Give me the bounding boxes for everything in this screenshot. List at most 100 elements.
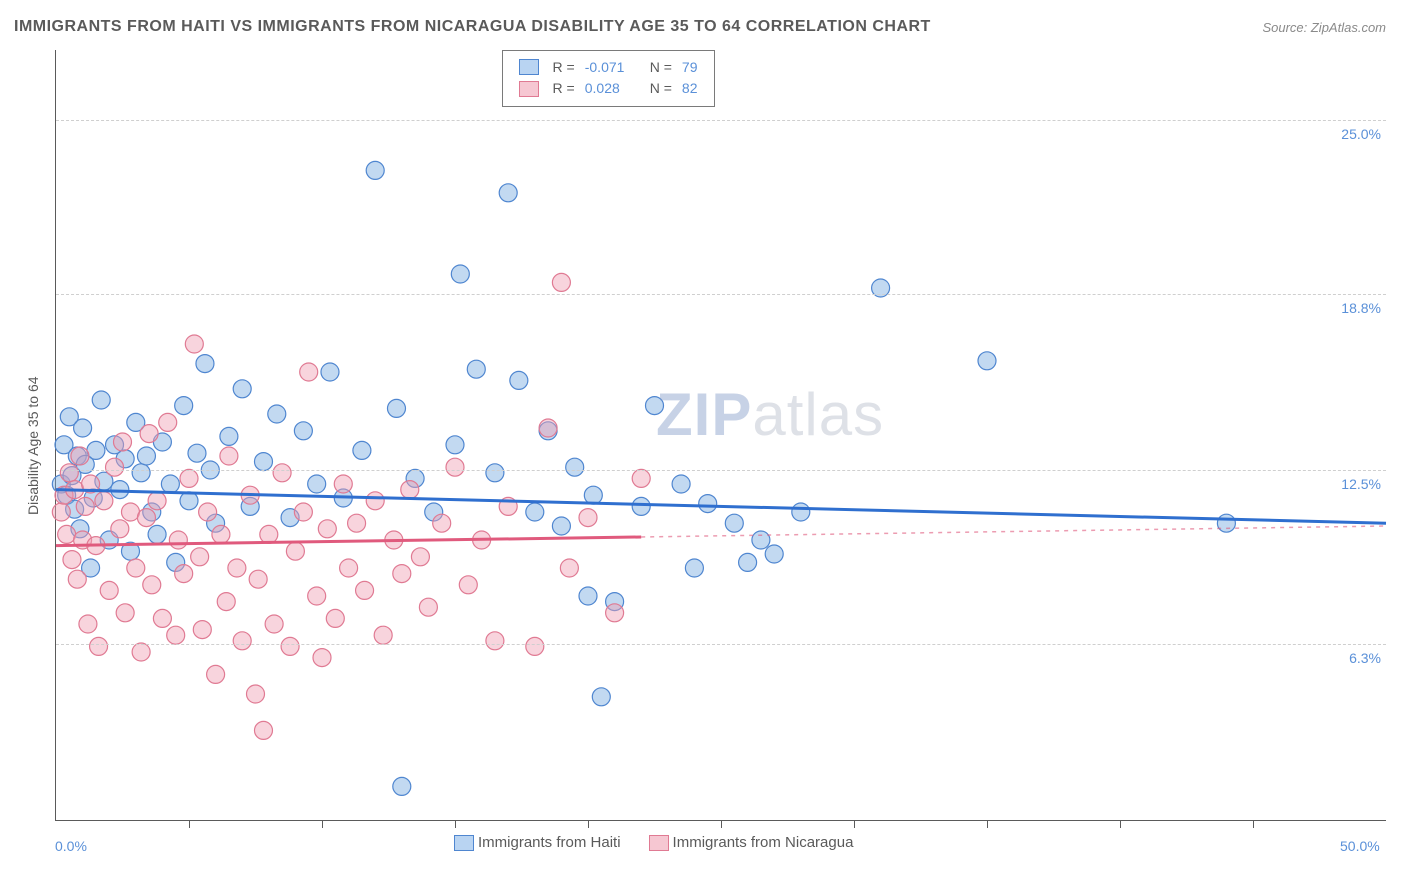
data-point xyxy=(265,615,283,633)
data-point xyxy=(499,184,517,202)
data-point xyxy=(137,509,155,527)
data-point xyxy=(411,548,429,566)
data-point xyxy=(308,587,326,605)
data-point xyxy=(374,626,392,644)
gridline xyxy=(56,120,1386,121)
data-point xyxy=(286,542,304,560)
data-point xyxy=(140,425,158,443)
data-point xyxy=(95,492,113,510)
data-point xyxy=(148,525,166,543)
data-point xyxy=(247,685,265,703)
data-point xyxy=(63,551,81,569)
data-point xyxy=(646,397,664,415)
y-tick-label: 12.5% xyxy=(1326,476,1381,492)
data-point xyxy=(446,458,464,476)
data-point xyxy=(169,531,187,549)
data-point xyxy=(419,598,437,616)
data-point xyxy=(308,475,326,493)
chart-title: IMMIGRANTS FROM HAITI VS IMMIGRANTS FROM… xyxy=(14,18,931,36)
data-point xyxy=(739,553,757,571)
data-point xyxy=(326,609,344,627)
data-point xyxy=(233,632,251,650)
x-tick-mark xyxy=(854,820,855,828)
data-point xyxy=(978,352,996,370)
legend-item: Immigrants from Haiti xyxy=(454,834,621,851)
data-point xyxy=(300,363,318,381)
data-point xyxy=(90,637,108,655)
legend-n-label: N = xyxy=(646,57,676,76)
data-point xyxy=(199,503,217,521)
legend-swatch xyxy=(519,81,539,97)
data-point xyxy=(233,380,251,398)
data-point xyxy=(106,458,124,476)
data-point xyxy=(486,632,504,650)
x-tick-mark xyxy=(322,820,323,828)
data-point xyxy=(356,581,374,599)
data-point xyxy=(446,436,464,454)
data-point xyxy=(116,604,134,622)
data-point xyxy=(254,721,272,739)
trend-line xyxy=(56,537,641,546)
data-point xyxy=(212,525,230,543)
data-point xyxy=(132,464,150,482)
data-point xyxy=(348,514,366,532)
data-point xyxy=(71,447,89,465)
legend-series: Immigrants from Haiti Immigrants from Nic… xyxy=(454,834,881,851)
x-tick-mark xyxy=(721,820,722,828)
data-point xyxy=(137,447,155,465)
data-point xyxy=(552,273,570,291)
y-axis-label: Disability Age 35 to 64 xyxy=(25,376,41,515)
data-point xyxy=(159,413,177,431)
x-tick-mark xyxy=(987,820,988,828)
data-point xyxy=(87,441,105,459)
data-point xyxy=(467,360,485,378)
x-tick-mark xyxy=(588,820,589,828)
data-point xyxy=(217,593,235,611)
data-point xyxy=(632,469,650,487)
data-point xyxy=(228,559,246,577)
data-point xyxy=(765,545,783,563)
legend-swatch xyxy=(454,835,474,851)
legend-row: R = 0.028N =82 xyxy=(515,78,702,97)
data-point xyxy=(127,559,145,577)
data-point xyxy=(318,520,336,538)
y-tick-label: 25.0% xyxy=(1326,126,1381,142)
data-point xyxy=(220,427,238,445)
data-point xyxy=(459,576,477,594)
x-tick-label: 0.0% xyxy=(55,838,87,854)
data-point xyxy=(175,397,193,415)
data-point xyxy=(273,464,291,482)
data-point xyxy=(143,576,161,594)
data-point xyxy=(752,531,770,549)
legend-n-value: 79 xyxy=(678,57,702,76)
data-point xyxy=(294,422,312,440)
legend-n-value: 82 xyxy=(678,78,702,97)
data-point xyxy=(699,495,717,513)
y-tick-label: 18.8% xyxy=(1326,300,1381,316)
data-point xyxy=(510,371,528,389)
plot-area: ZIPatlas R =-0.071N =79R = 0.028N =82 6.… xyxy=(55,50,1386,821)
data-point xyxy=(1217,514,1235,532)
data-point xyxy=(401,481,419,499)
data-point xyxy=(121,503,139,521)
data-point xyxy=(486,464,504,482)
data-point xyxy=(148,492,166,510)
data-point xyxy=(340,559,358,577)
legend-swatch xyxy=(519,59,539,75)
data-point xyxy=(560,559,578,577)
x-tick-label: 50.0% xyxy=(1340,838,1380,854)
legend-label: Immigrants from Haiti xyxy=(478,834,621,851)
data-point xyxy=(451,265,469,283)
x-tick-mark xyxy=(455,820,456,828)
data-point xyxy=(268,405,286,423)
data-point xyxy=(393,777,411,795)
data-point xyxy=(725,514,743,532)
data-point xyxy=(632,497,650,515)
data-point xyxy=(552,517,570,535)
data-point xyxy=(566,458,584,476)
legend-label: Immigrants from Nicaragua xyxy=(673,834,854,851)
legend-swatch xyxy=(649,835,669,851)
data-point xyxy=(393,565,411,583)
data-point xyxy=(672,475,690,493)
data-point xyxy=(185,335,203,353)
